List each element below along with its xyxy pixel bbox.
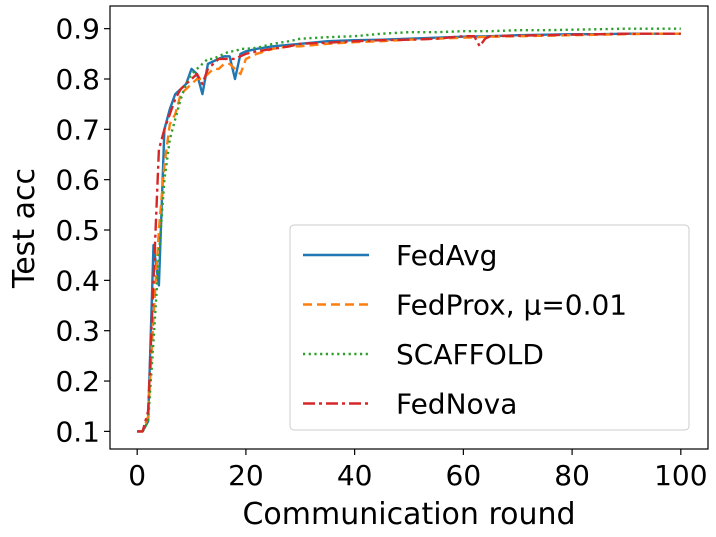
x-tick-label: 60 [446,459,482,492]
plot-frame [109,5,709,450]
legend-label-3: FedNova [396,388,517,421]
y-tick-label: 0.5 [55,214,100,247]
x-tick-label: 20 [228,459,264,492]
y-tick-label: 0.3 [55,315,100,348]
series-layer [137,27,681,433]
x-tick-label: 100 [654,459,707,492]
legend-label-2: SCAFFOLD [396,338,544,371]
legend: FedAvg FedProx, μ=0.01 SCAFFOLD FedNova [289,224,690,431]
y-tick-label: 0.8 [55,63,100,96]
y-tick-label: 0.1 [55,415,100,448]
ticks-layer: 0 20 40 60 80 100 0.1 0.2 0.3 0.4 0.5 0.6 0.7 0.8 0.9 [55,13,707,492]
x-tick-label: 80 [554,459,590,492]
x-tick-label: 40 [337,459,373,492]
legend-label-0: FedAvg [396,239,497,272]
y-tick-label: 0.9 [55,13,100,46]
y-tick-label: 0.6 [55,164,100,197]
y-axis-title: Test acc [7,168,42,289]
x-axis-title: Communication round [242,497,575,532]
series-line-3 [137,32,681,433]
y-tick-label: 0.2 [55,365,100,398]
y-tick-label: 0.7 [55,113,100,146]
y-tick-label: 0.4 [55,264,100,297]
legend-label-1: FedProx, μ=0.01 [396,289,627,322]
legend-box [289,224,690,431]
x-tick-label: 0 [128,459,146,492]
